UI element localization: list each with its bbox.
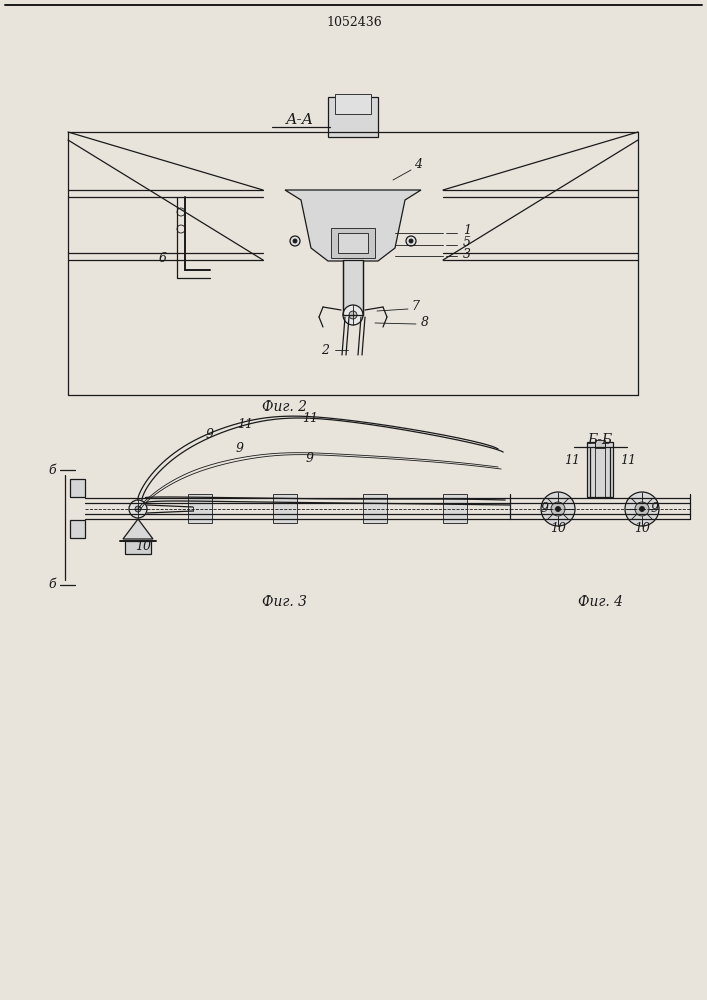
- Text: 9: 9: [206, 428, 214, 440]
- Text: 8: 8: [421, 316, 429, 330]
- Circle shape: [135, 506, 141, 512]
- Text: 9: 9: [306, 452, 314, 466]
- Bar: [188, 494, 212, 523]
- Circle shape: [640, 506, 645, 512]
- Text: б: б: [48, 578, 56, 591]
- Text: 11: 11: [237, 418, 253, 430]
- Bar: [70, 520, 85, 538]
- Circle shape: [625, 492, 659, 526]
- Bar: [443, 494, 467, 523]
- Text: 11: 11: [620, 454, 636, 466]
- Text: 7: 7: [411, 300, 419, 314]
- Bar: [595, 440, 605, 448]
- Circle shape: [129, 500, 147, 518]
- Text: Фиг. 4: Фиг. 4: [578, 595, 622, 609]
- Text: 3: 3: [463, 247, 471, 260]
- Circle shape: [556, 506, 561, 512]
- Circle shape: [293, 239, 297, 243]
- Text: А-А: А-А: [286, 113, 314, 127]
- Text: 1: 1: [463, 225, 471, 237]
- Text: 1052436: 1052436: [326, 15, 382, 28]
- Text: 6: 6: [159, 251, 167, 264]
- Text: 10: 10: [634, 522, 650, 536]
- Bar: [328, 97, 378, 137]
- Text: 10: 10: [135, 540, 151, 554]
- Text: Фиг. 2: Фиг. 2: [262, 400, 308, 414]
- Bar: [343, 260, 363, 315]
- Bar: [125, 541, 151, 554]
- Bar: [273, 494, 297, 523]
- Circle shape: [349, 311, 357, 319]
- Circle shape: [409, 239, 413, 243]
- Text: Б-Б: Б-Б: [588, 433, 613, 447]
- Bar: [331, 228, 375, 258]
- Bar: [587, 442, 613, 497]
- Text: 5: 5: [463, 236, 471, 249]
- Bar: [335, 94, 371, 114]
- Circle shape: [551, 502, 565, 516]
- Circle shape: [290, 236, 300, 246]
- Text: Фиг. 3: Фиг. 3: [262, 595, 308, 609]
- Text: 11: 11: [564, 454, 580, 466]
- Text: 9: 9: [651, 502, 659, 516]
- Text: 2: 2: [321, 344, 329, 357]
- Text: 9: 9: [236, 442, 244, 456]
- Circle shape: [635, 502, 649, 516]
- Text: 4: 4: [414, 158, 422, 172]
- Circle shape: [541, 492, 575, 526]
- Text: 9: 9: [541, 502, 549, 516]
- Polygon shape: [123, 519, 153, 539]
- Text: 11: 11: [302, 412, 318, 426]
- Bar: [70, 479, 85, 497]
- Text: 10: 10: [550, 522, 566, 536]
- Circle shape: [343, 305, 363, 325]
- Polygon shape: [285, 190, 421, 261]
- Bar: [338, 233, 368, 253]
- Bar: [363, 494, 387, 523]
- Text: б: б: [48, 464, 56, 477]
- Circle shape: [406, 236, 416, 246]
